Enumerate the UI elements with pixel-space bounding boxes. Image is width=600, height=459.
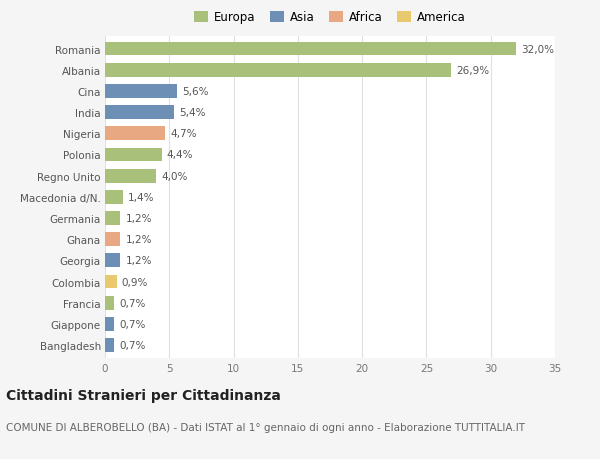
Text: 5,6%: 5,6% [182,87,209,97]
Text: 0,9%: 0,9% [122,277,148,287]
Bar [105,169,157,183]
Bar [105,106,175,120]
Text: 26,9%: 26,9% [456,66,489,76]
Bar [105,317,114,331]
Bar [105,338,114,352]
Bar [105,148,161,162]
Text: 1,4%: 1,4% [128,192,155,202]
Text: 1,2%: 1,2% [125,256,152,266]
Bar [105,233,121,246]
Text: Cittadini Stranieri per Cittadinanza: Cittadini Stranieri per Cittadinanza [6,388,281,402]
Text: 4,4%: 4,4% [167,150,193,160]
Text: 1,2%: 1,2% [125,213,152,224]
Bar [105,212,121,225]
Text: 0,7%: 0,7% [119,298,146,308]
Bar [105,64,451,78]
Text: 1,2%: 1,2% [125,235,152,245]
Bar [105,190,123,204]
Bar [105,127,166,141]
Text: 0,7%: 0,7% [119,340,146,350]
Text: 32,0%: 32,0% [521,45,554,55]
Bar [105,43,517,56]
Bar [105,254,121,268]
Bar [105,85,177,99]
Text: 4,7%: 4,7% [170,129,197,139]
Text: 4,0%: 4,0% [161,171,188,181]
Bar [105,296,114,310]
Text: COMUNE DI ALBEROBELLO (BA) - Dati ISTAT al 1° gennaio di ogni anno - Elaborazion: COMUNE DI ALBEROBELLO (BA) - Dati ISTAT … [6,422,525,432]
Bar [105,275,116,289]
Text: 5,4%: 5,4% [179,108,206,118]
Legend: Europa, Asia, Africa, America: Europa, Asia, Africa, America [194,11,466,24]
Text: 0,7%: 0,7% [119,319,146,329]
